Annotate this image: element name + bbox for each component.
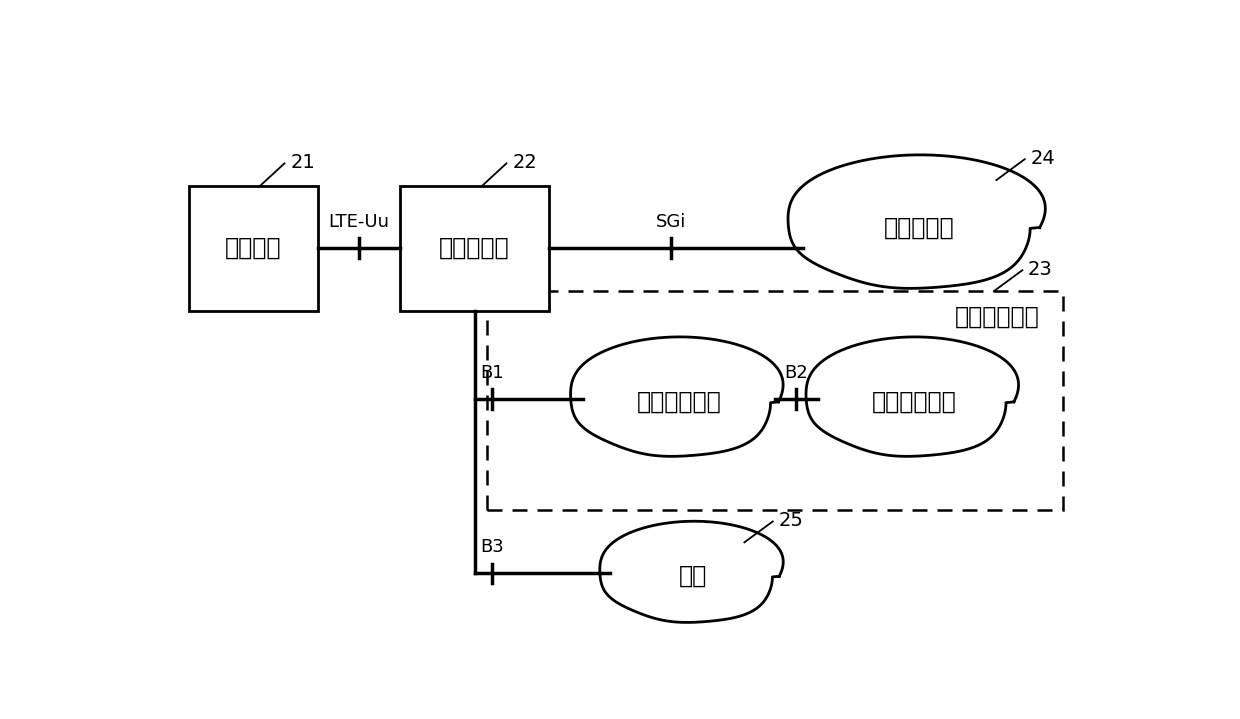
Polygon shape <box>570 337 784 457</box>
Text: B1: B1 <box>480 364 503 382</box>
Text: 24: 24 <box>1030 149 1055 168</box>
Text: B2: B2 <box>785 364 808 382</box>
Text: LTE-Uu: LTE-Uu <box>329 213 389 231</box>
Polygon shape <box>806 337 1018 457</box>
Text: B3: B3 <box>480 539 503 557</box>
Text: 互联网服务: 互联网服务 <box>884 216 955 239</box>
Polygon shape <box>600 521 784 623</box>
Text: SGi: SGi <box>656 213 686 231</box>
Text: 21: 21 <box>290 153 315 172</box>
Bar <box>486 291 1063 510</box>
Text: 监控: 监控 <box>680 564 707 588</box>
Bar <box>401 186 549 311</box>
Text: 远端管理中心: 远端管理中心 <box>955 305 1039 329</box>
Text: 25: 25 <box>779 510 804 530</box>
Polygon shape <box>789 155 1045 288</box>
Text: 用户设备: 用户设备 <box>226 237 281 260</box>
Text: 运营支撑系统: 运营支撑系统 <box>872 390 956 414</box>
Text: 23: 23 <box>1028 260 1053 278</box>
Text: 基站侧设备: 基站侧设备 <box>439 237 510 260</box>
Text: 22: 22 <box>512 153 537 172</box>
Bar <box>188 186 319 311</box>
Text: 操作维护中心: 操作维护中心 <box>636 390 722 414</box>
